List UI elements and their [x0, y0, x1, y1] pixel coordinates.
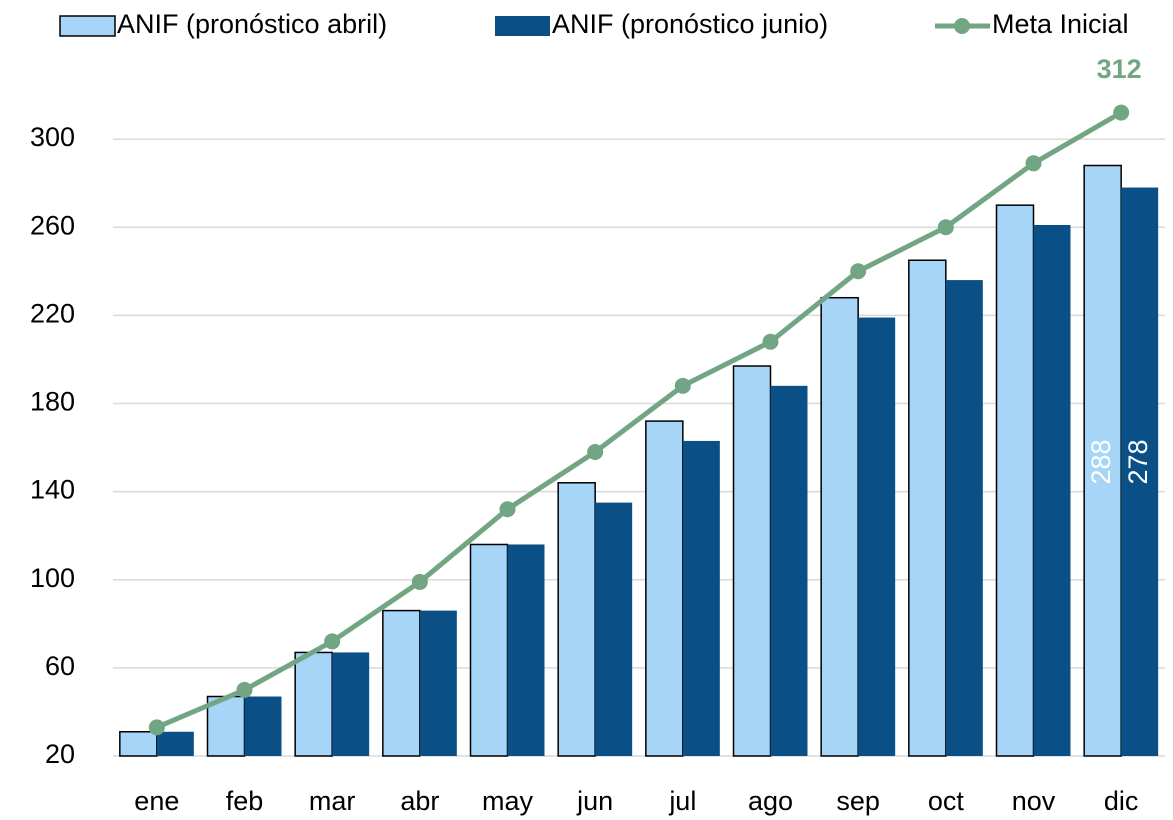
point [1113, 104, 1130, 121]
legend-swatch [495, 16, 550, 36]
y-tick-label: 140 [30, 475, 75, 505]
x-tick-label: mar [309, 786, 356, 816]
x-tick-label: ene [134, 786, 179, 816]
point [411, 573, 428, 590]
bar [294, 651, 333, 757]
legend-label: Meta Inicial [992, 9, 1129, 39]
bar [507, 544, 545, 756]
bar [244, 696, 282, 756]
legend-swatch [954, 18, 970, 34]
x-tick-label: jun [576, 786, 613, 816]
x-tick-label: sep [836, 786, 880, 816]
y-tick-label: 100 [30, 563, 75, 593]
x-tick-label: oct [928, 786, 965, 816]
point [587, 443, 604, 460]
y-tick-label: 220 [30, 298, 75, 328]
line [155, 110, 1123, 730]
legend-swatch [59, 15, 116, 37]
y-tick-label: 260 [30, 210, 75, 240]
y-tick-label: 60 [45, 651, 75, 681]
x-tick-label: abr [400, 786, 439, 816]
x-tick-label: may [482, 786, 534, 816]
bar [682, 440, 720, 756]
y-tick-label: 180 [30, 387, 75, 417]
data-label: 312 [1097, 54, 1142, 84]
bar [595, 502, 633, 756]
bar [908, 259, 947, 757]
bar [156, 731, 194, 756]
bar [1083, 164, 1122, 757]
y-tick-label: 20 [45, 739, 75, 769]
bar [332, 652, 370, 756]
point [236, 681, 253, 698]
legend-label: ANIF (pronóstico junio) [552, 9, 828, 39]
bar [770, 385, 808, 756]
point [499, 501, 516, 518]
point [1025, 155, 1042, 172]
point [850, 263, 867, 280]
x-tick-label: nov [1012, 786, 1056, 816]
y-tick-label: 300 [30, 122, 75, 152]
bar [557, 482, 596, 757]
point [762, 333, 779, 350]
legend-label: ANIF (pronóstico abril) [117, 9, 387, 39]
x-tick-label: dic [1104, 786, 1139, 816]
bar [858, 317, 896, 756]
bar [732, 365, 772, 757]
x-tick-label: feb [226, 786, 264, 816]
x-tick-label: ago [748, 786, 793, 816]
bar [382, 609, 421, 757]
bar [419, 610, 457, 756]
point [148, 719, 165, 736]
bar [995, 204, 1035, 757]
bar [1121, 187, 1159, 757]
data-label: 288 [1086, 439, 1116, 484]
point [937, 219, 954, 236]
bar [945, 280, 983, 756]
bar [820, 296, 859, 757]
bar [1033, 224, 1071, 756]
bar [206, 695, 246, 757]
bar [469, 543, 509, 757]
bar [645, 420, 684, 757]
point [324, 633, 341, 650]
bar [119, 731, 158, 757]
data-label: 278 [1123, 439, 1153, 484]
x-tick-label: jul [668, 786, 696, 816]
point [674, 377, 691, 394]
